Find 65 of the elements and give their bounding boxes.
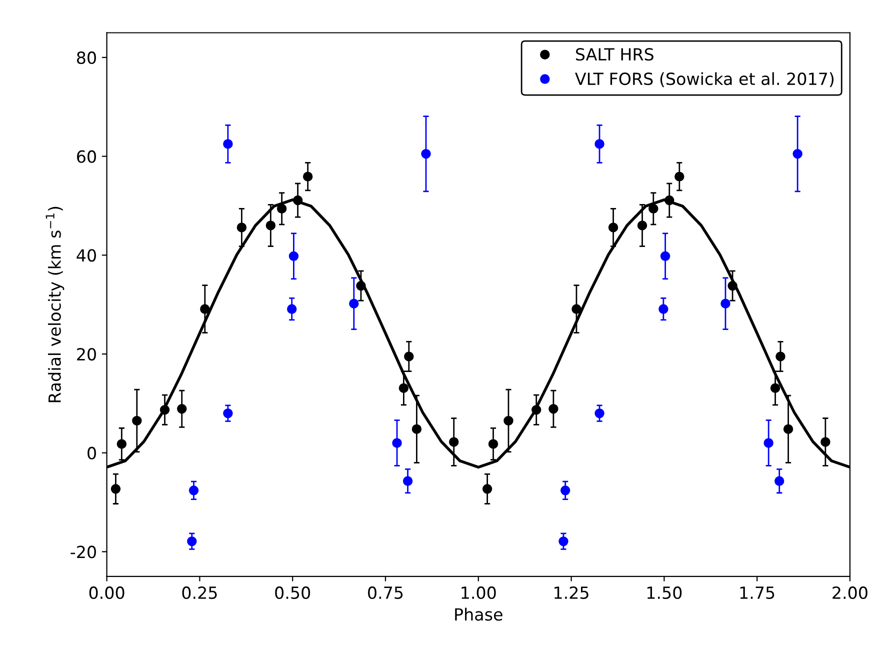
point xyxy=(648,204,658,214)
point xyxy=(302,172,313,182)
point xyxy=(560,486,570,496)
x-tick-label: 2.00 xyxy=(832,586,868,600)
x-tick-label: 0.75 xyxy=(368,586,403,600)
point xyxy=(674,172,684,182)
point xyxy=(286,304,297,314)
x-tick-label: 1.50 xyxy=(647,586,682,600)
x-tick-label: 0.50 xyxy=(275,586,310,600)
point xyxy=(770,383,780,393)
x-tick-label: 0.00 xyxy=(89,586,124,600)
y-tick-label: 20 xyxy=(77,348,96,361)
point xyxy=(266,220,276,230)
point xyxy=(223,408,233,418)
point xyxy=(482,484,492,494)
x-tick-label: 1.75 xyxy=(740,586,774,600)
point xyxy=(660,251,670,261)
y-tick-label: 80 xyxy=(77,51,96,64)
point xyxy=(572,304,582,314)
point xyxy=(404,352,414,362)
point xyxy=(594,408,604,418)
point xyxy=(558,536,568,546)
point xyxy=(720,298,730,308)
point xyxy=(200,304,210,314)
legend-label: SALT HRS xyxy=(576,48,654,61)
point xyxy=(637,220,648,230)
point xyxy=(187,536,197,546)
point xyxy=(398,383,409,393)
y-tick-label: 40 xyxy=(76,249,96,262)
point xyxy=(776,352,786,362)
x-axis-title: Phase xyxy=(455,608,502,621)
point xyxy=(608,222,618,232)
point xyxy=(504,416,514,426)
point xyxy=(548,404,558,414)
point xyxy=(116,439,127,449)
point xyxy=(488,439,498,449)
y-tick-label: 60 xyxy=(77,150,96,163)
point xyxy=(421,148,431,159)
point xyxy=(110,484,121,494)
x-tick-label: 1.25 xyxy=(554,586,588,600)
point xyxy=(412,424,422,434)
point xyxy=(223,139,233,149)
point xyxy=(594,139,604,149)
y-tick-label: 0 xyxy=(88,446,96,460)
point xyxy=(132,416,142,426)
point xyxy=(448,437,459,447)
y-tick-label: -20 xyxy=(70,546,96,558)
point xyxy=(392,438,402,448)
x-tick-label: 1.00 xyxy=(462,586,496,600)
point xyxy=(188,486,199,496)
point xyxy=(288,251,299,261)
x-tick-label: 0.25 xyxy=(182,586,217,600)
point xyxy=(820,437,830,447)
point xyxy=(402,476,413,486)
point xyxy=(783,424,794,434)
point xyxy=(774,476,784,486)
point xyxy=(764,438,774,448)
point xyxy=(176,404,187,414)
point xyxy=(792,148,802,159)
point xyxy=(276,204,287,214)
point xyxy=(658,304,668,314)
point xyxy=(236,222,247,232)
legend-label: VLT FORS (Sowicka et al. 2017) xyxy=(575,72,834,88)
y-axis-title: Radial velocity (km s$^{−1}$) xyxy=(46,206,64,402)
point xyxy=(349,298,359,308)
